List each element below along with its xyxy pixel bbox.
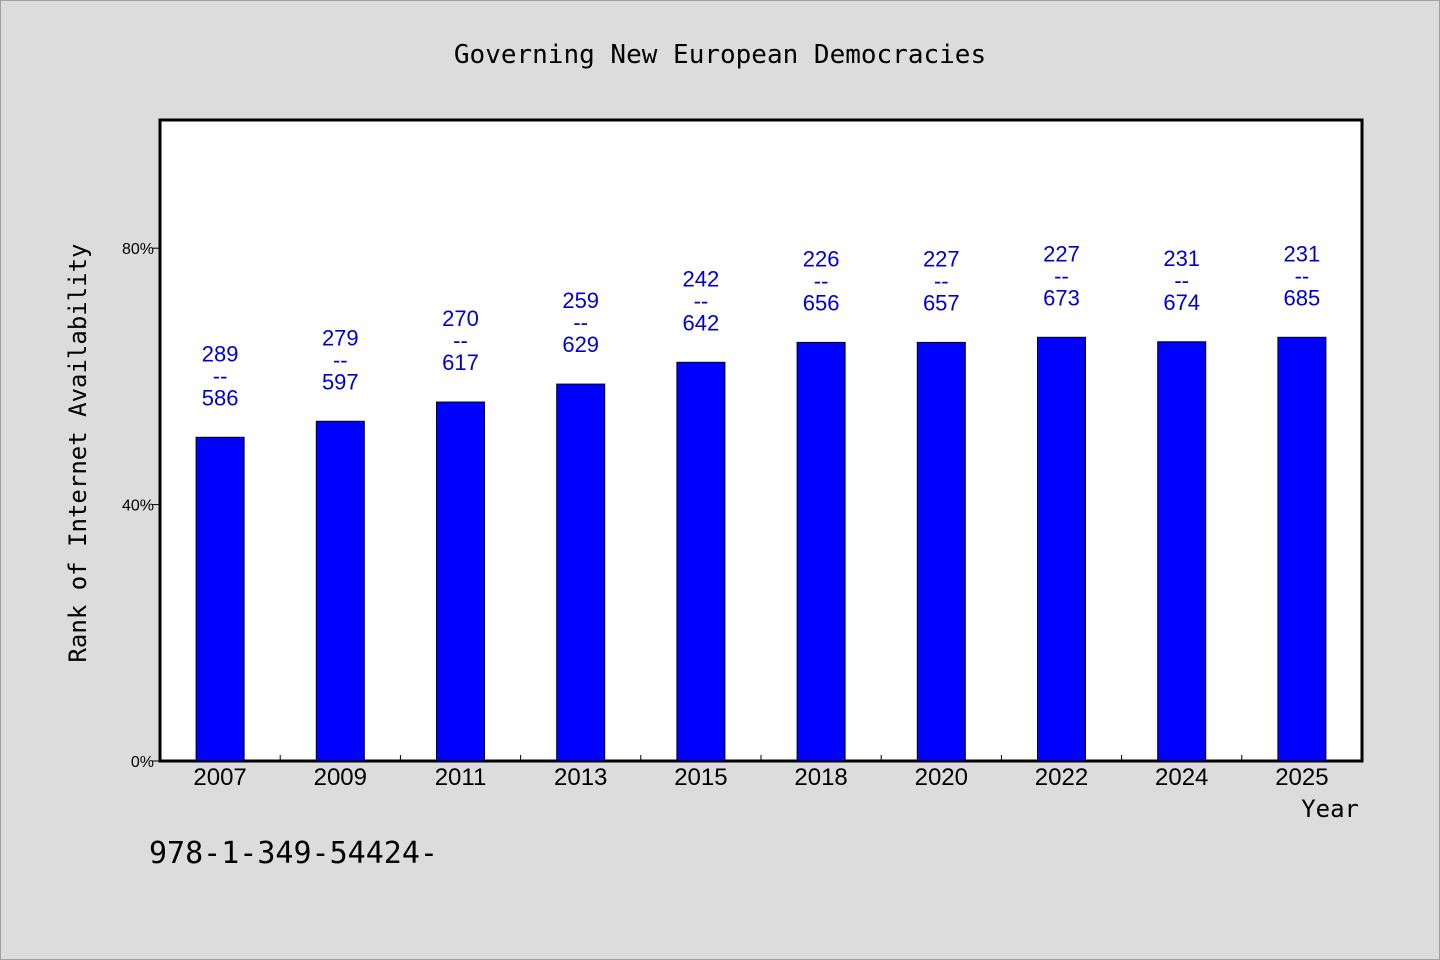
- data-label-bottom-2025: 685: [1284, 285, 1321, 310]
- bar-2007: [195, 436, 245, 762]
- y-tick-label-0: 0%: [131, 754, 154, 771]
- data-label-top-2011: 270: [442, 306, 479, 331]
- x-tick-label-2022: 2022: [1035, 764, 1088, 791]
- bar-2018: [796, 341, 846, 762]
- bar-2013: [556, 383, 606, 762]
- chart-title: Governing New European Democracies: [454, 40, 986, 70]
- x-tick-label-2025: 2025: [1275, 764, 1328, 791]
- x-tick-label-2007: 2007: [193, 764, 246, 791]
- data-label-top-2020: 227: [923, 246, 960, 271]
- x-tick-label-2024: 2024: [1155, 764, 1208, 791]
- data-label-mid-2018: --: [814, 268, 829, 293]
- data-label-bottom-2015: 642: [683, 310, 720, 335]
- data-label-mid-2013: --: [573, 310, 588, 335]
- data-label-bottom-2009: 597: [322, 369, 359, 394]
- bar-2015: [676, 361, 726, 762]
- y-axis-ticks: 0% 40% 80%: [122, 241, 160, 771]
- x-tick-label-2009: 2009: [314, 764, 367, 791]
- data-label-mid-2009: --: [333, 347, 348, 372]
- bar-2009: [315, 420, 365, 762]
- data-labels-layer: 289--586279--597270--617259--629242--642…: [202, 241, 1321, 410]
- data-label-bottom-2018: 656: [803, 290, 840, 315]
- data-label-bottom-2020: 657: [923, 290, 960, 315]
- data-label-mid-2022: --: [1054, 263, 1069, 288]
- x-tick-label-2020: 2020: [915, 764, 968, 791]
- data-label-top-2022: 227: [1043, 241, 1080, 266]
- data-label-mid-2025: --: [1295, 263, 1310, 288]
- data-label-mid-2020: --: [934, 268, 949, 293]
- data-label-mid-2011: --: [453, 328, 468, 353]
- data-label-top-2015: 242: [683, 266, 720, 291]
- data-label-bottom-2011: 617: [442, 350, 479, 375]
- data-label-bottom-2022: 673: [1043, 285, 1080, 310]
- data-label-bottom-2013: 629: [562, 332, 599, 357]
- data-label-mid-2024: --: [1174, 268, 1189, 293]
- bar-2020: [916, 341, 966, 762]
- x-tick-label-2015: 2015: [674, 764, 727, 791]
- bars-layer: [195, 336, 1327, 762]
- data-label-mid-2015: --: [694, 288, 709, 313]
- data-label-top-2007: 289: [202, 341, 239, 366]
- data-label-mid-2007: --: [213, 363, 228, 388]
- data-label-top-2013: 259: [562, 288, 599, 313]
- y-tick-label-40: 40%: [122, 498, 154, 515]
- footnote: 978-1-349-54424-: [149, 836, 438, 871]
- x-tick-label-2011: 2011: [435, 764, 487, 791]
- bar-2024: [1157, 341, 1207, 762]
- data-label-top-2018: 226: [803, 246, 840, 271]
- y-tick-label-80: 80%: [122, 241, 154, 258]
- y-axis-label: Rank of Internet Availability: [64, 243, 92, 662]
- x-axis-ticks: 2007 2009 2011 2013 2015 2018 2020 2022 2024 2025: [193, 755, 1329, 791]
- data-label-bottom-2024: 674: [1163, 290, 1200, 315]
- bar-2022: [1037, 336, 1086, 762]
- data-label-top-2024: 231: [1163, 246, 1200, 271]
- data-label-top-2009: 279: [322, 325, 359, 350]
- bar-2011: [436, 401, 485, 762]
- x-tick-label-2013: 2013: [554, 764, 607, 791]
- data-label-bottom-2007: 586: [202, 385, 239, 410]
- bar-2025: [1277, 336, 1327, 762]
- data-label-top-2025: 231: [1284, 241, 1321, 266]
- x-tick-label-2018: 2018: [794, 764, 847, 791]
- x-axis-label: Year: [1301, 795, 1359, 823]
